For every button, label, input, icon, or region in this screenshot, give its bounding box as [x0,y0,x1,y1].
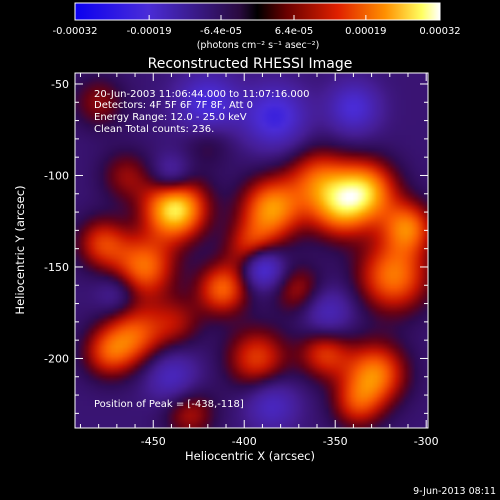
plot-frame [74,72,429,429]
axis-ticks: -450 -400 -350 -300 -50 -100 -150 -200 [44,73,439,448]
y-axis-label: Heliocentric Y (arcsec) [13,185,27,314]
colorbar-tick-label: 6.4e-05 [275,26,313,37]
x-tick-label: -300 [414,435,439,448]
colorbar-tick-label: 0.00032 [419,26,460,37]
x-axis-label: Heliocentric X (arcsec) [185,449,315,463]
chart-title: Reconstructed RHESSI Image [148,56,353,72]
footer-date: 9-Jun-2013 08:11 [413,486,496,497]
heatmap-image [75,73,428,428]
annotation-block: 20-Jun-2003 11:06:44.000 to 11:07:16.000… [94,89,310,135]
x-tick-label: -350 [323,435,348,448]
x-tick-label: -400 [232,435,257,448]
y-tick-label: -200 [44,352,69,365]
colorbar-tick-label: -0.00032 [53,26,98,37]
colorbar-tick-label: 0.00019 [345,26,386,37]
colorbar [74,2,441,21]
annotation-line: Detectors: 4F 5F 6F 7F 8F, Att 0 [94,100,253,111]
y-tick-label: -150 [44,261,69,274]
colorbar-tick-label: -0.00019 [127,26,172,37]
annotation-line: 20-Jun-2003 11:06:44.000 to 11:07:16.000 [94,89,310,100]
x-tick-label: -450 [141,435,166,448]
annotation-line: Clean Total counts: 236. [94,124,214,135]
colorbar-units-label: (photons cm⁻² s⁻¹ asec⁻²) [197,40,320,51]
colorbar-tick-label: -6.4e-05 [200,26,242,37]
y-tick-label: -100 [44,169,69,182]
y-tick-label: -50 [51,78,69,91]
colorbar-ticks: -0.00032 -0.00019 -6.4e-05 6.4e-05 0.00019 0.… [53,15,461,37]
peak-position-label: Position of Peak = [-438,-118] [94,399,244,410]
annotation-line: Energy Range: 12.0 - 25.0 keV [94,112,247,123]
